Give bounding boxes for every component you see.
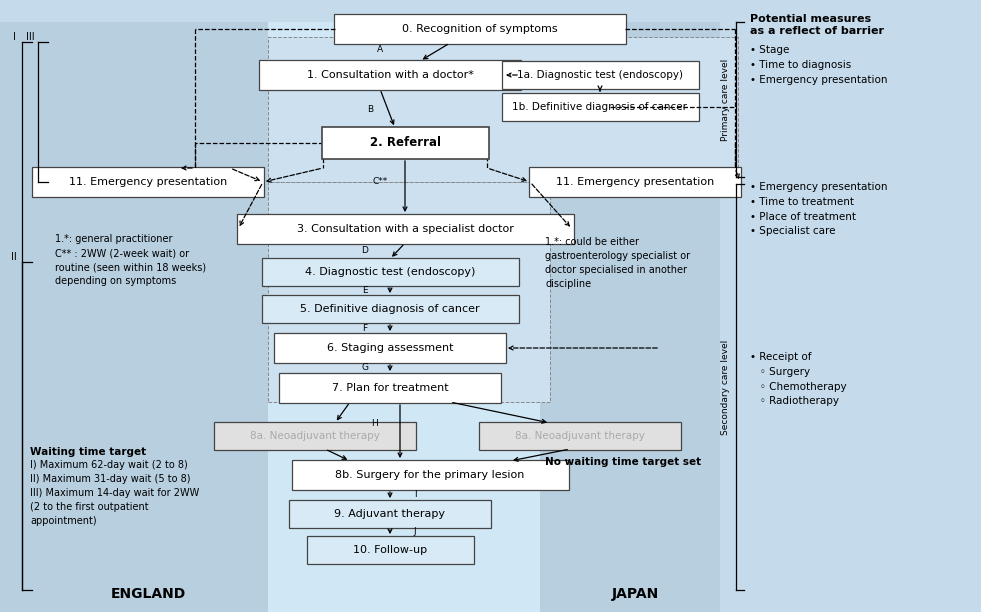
- Text: I) Maximum 62-day wait (2 to 8)
II) Maximum 31-day wait (5 to 8)
III) Maximum 14: I) Maximum 62-day wait (2 to 8) II) Maxi…: [30, 460, 199, 526]
- Bar: [268, 182, 550, 402]
- FancyBboxPatch shape: [32, 167, 264, 197]
- FancyBboxPatch shape: [501, 61, 698, 89]
- Text: 1b. Definitive diagnosis of cancer: 1b. Definitive diagnosis of cancer: [512, 102, 688, 112]
- Text: 11. Emergency presentation: 11. Emergency presentation: [556, 177, 714, 187]
- Text: 3. Consultation with a specialist doctor: 3. Consultation with a specialist doctor: [296, 224, 513, 234]
- Text: • Emergency presentation
• Time to treatment
• Place of treatment
• Specialist c: • Emergency presentation • Time to treat…: [750, 182, 888, 236]
- Text: A: A: [377, 45, 383, 54]
- Text: G: G: [362, 364, 369, 373]
- Text: 11. Emergency presentation: 11. Emergency presentation: [69, 177, 228, 187]
- FancyBboxPatch shape: [306, 536, 474, 564]
- Text: E: E: [362, 286, 368, 295]
- Text: • Receipt of
   ◦ Surgery
   ◦ Chemotherapy
   ◦ Radiotherapy: • Receipt of ◦ Surgery ◦ Chemotherapy ◦ …: [750, 352, 847, 406]
- Text: III: III: [26, 32, 34, 42]
- Bar: [540, 22, 735, 612]
- Text: Primary care level: Primary care level: [721, 59, 731, 141]
- FancyBboxPatch shape: [236, 214, 574, 244]
- FancyBboxPatch shape: [529, 167, 741, 197]
- Text: I: I: [13, 32, 16, 42]
- Text: 0. Recognition of symptoms: 0. Recognition of symptoms: [402, 24, 558, 34]
- Text: 4. Diagnostic test (endoscopy): 4. Diagnostic test (endoscopy): [305, 267, 475, 277]
- Bar: [0, 22, 268, 612]
- FancyBboxPatch shape: [259, 60, 521, 90]
- Text: D: D: [362, 246, 369, 255]
- Text: 8a. Neoadjuvant therapy: 8a. Neoadjuvant therapy: [515, 431, 645, 441]
- Text: 2. Referral: 2. Referral: [370, 136, 440, 149]
- Text: No waiting time target set: No waiting time target set: [545, 457, 701, 467]
- Bar: [268, 37, 738, 182]
- Text: ENGLAND: ENGLAND: [111, 587, 185, 601]
- Text: 1. Consultation with a doctor*: 1. Consultation with a doctor*: [306, 70, 474, 80]
- Text: I: I: [414, 490, 416, 499]
- Text: J: J: [414, 528, 416, 537]
- Text: II: II: [11, 252, 17, 262]
- Text: 9. Adjuvant therapy: 9. Adjuvant therapy: [335, 509, 445, 519]
- Text: 1.*: general practitioner
C** : 2WW (2-week wait) or
routine (seen within 18 wee: 1.*: general practitioner C** : 2WW (2-w…: [55, 234, 206, 286]
- Text: JAPAN: JAPAN: [611, 587, 658, 601]
- FancyBboxPatch shape: [262, 258, 519, 286]
- Text: C**: C**: [373, 176, 387, 185]
- Text: 5. Definitive diagnosis of cancer: 5. Definitive diagnosis of cancer: [300, 304, 480, 314]
- Text: 8a. Neoadjuvant therapy: 8a. Neoadjuvant therapy: [250, 431, 380, 441]
- Text: B: B: [367, 105, 373, 113]
- FancyBboxPatch shape: [334, 14, 626, 44]
- FancyBboxPatch shape: [262, 295, 519, 323]
- Text: Potential measures
as a reflect of barrier: Potential measures as a reflect of barri…: [750, 14, 884, 35]
- FancyBboxPatch shape: [501, 93, 698, 121]
- FancyBboxPatch shape: [291, 460, 569, 490]
- Text: Waiting time target: Waiting time target: [30, 447, 146, 457]
- Text: 1.*: could be either
gastroenterology specialist or
doctor specialised in anothe: 1.*: could be either gastroenterology sp…: [545, 237, 690, 289]
- Bar: [720, 0, 981, 612]
- Text: F: F: [362, 324, 368, 333]
- FancyBboxPatch shape: [279, 373, 501, 403]
- Text: 7. Plan for treatment: 7. Plan for treatment: [332, 383, 448, 393]
- Text: Secondary care level: Secondary care level: [721, 340, 731, 435]
- Text: 8b. Surgery for the primary lesion: 8b. Surgery for the primary lesion: [336, 470, 525, 480]
- Text: 10. Follow-up: 10. Follow-up: [353, 545, 427, 555]
- Text: H: H: [372, 419, 379, 428]
- Text: • Stage
• Time to diagnosis
• Emergency presentation: • Stage • Time to diagnosis • Emergency …: [750, 45, 888, 84]
- Bar: [268, 22, 550, 612]
- Text: 6. Staging assessment: 6. Staging assessment: [327, 343, 453, 353]
- FancyBboxPatch shape: [214, 422, 416, 450]
- FancyBboxPatch shape: [274, 333, 506, 363]
- Text: 1a. Diagnostic test (endoscopy): 1a. Diagnostic test (endoscopy): [517, 70, 683, 80]
- FancyBboxPatch shape: [322, 127, 489, 159]
- FancyBboxPatch shape: [289, 500, 491, 528]
- FancyBboxPatch shape: [479, 422, 681, 450]
